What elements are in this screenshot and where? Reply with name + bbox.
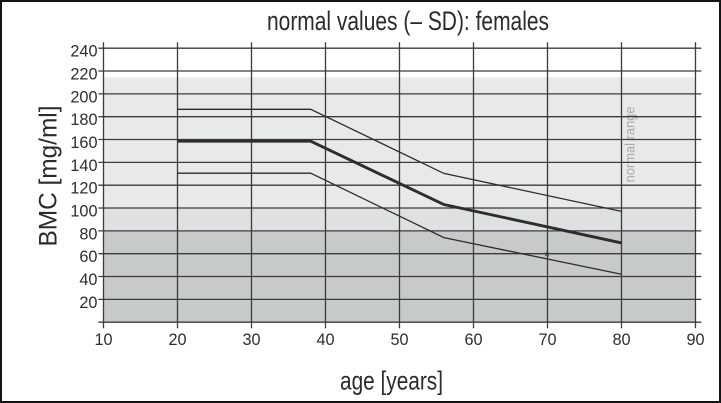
svg-text:240: 240: [70, 43, 97, 61]
svg-text:age [years]: age [years]: [340, 366, 443, 396]
svg-text:10: 10: [94, 331, 112, 349]
svg-text:80: 80: [79, 225, 97, 243]
svg-text:60: 60: [464, 331, 482, 349]
svg-text:200: 200: [70, 88, 97, 106]
svg-text:100: 100: [70, 202, 97, 220]
svg-text:140: 140: [70, 157, 97, 175]
svg-text:*: *: [544, 249, 550, 266]
svg-text:160: 160: [70, 134, 97, 152]
svg-text:normal values (– SD): females: normal values (– SD): females: [267, 6, 549, 36]
svg-text:normal range: normal range: [622, 106, 637, 182]
svg-text:90: 90: [686, 331, 704, 349]
svg-text:30: 30: [242, 331, 260, 349]
svg-text:50: 50: [390, 331, 408, 349]
svg-text:120: 120: [70, 180, 97, 198]
svg-text:BMC [mg/ml]: BMC [mg/ml]: [34, 106, 62, 247]
svg-text:40: 40: [79, 271, 97, 289]
svg-text:180: 180: [70, 111, 97, 129]
svg-text:20: 20: [79, 294, 97, 312]
svg-text:60: 60: [79, 248, 97, 266]
svg-text:20: 20: [168, 331, 186, 349]
svg-text:40: 40: [316, 331, 334, 349]
svg-text:220: 220: [70, 65, 97, 83]
svg-text:80: 80: [612, 331, 630, 349]
svg-text:70: 70: [538, 331, 556, 349]
